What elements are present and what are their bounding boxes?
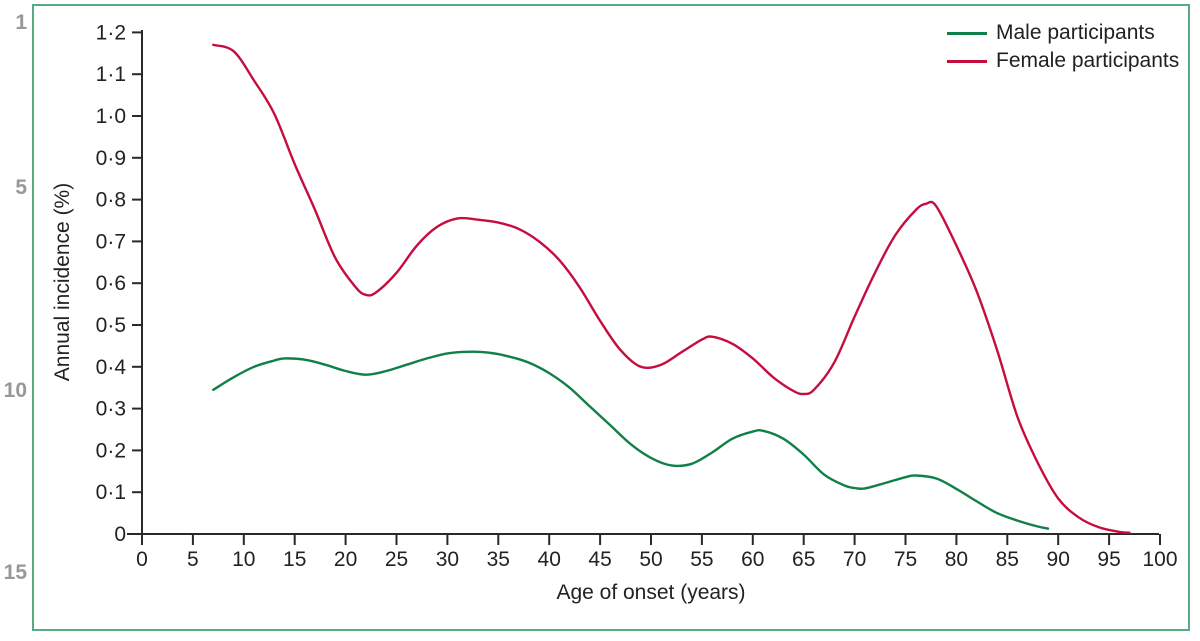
y-tick-label-3: 0·3 [96,398,126,421]
proof-line-number: 5 [15,176,27,199]
x-tick-label-10: 50 [639,548,662,571]
legend-label-male: Male participants [996,21,1155,44]
female-line-swatch [947,59,987,63]
proof-line-number: 1 [15,11,27,34]
y-tick-label-5: 0·5 [96,314,126,337]
legend-item-male: Male participants [947,19,1179,47]
x-tick-label-9: 45 [588,548,611,571]
y-axis-title: Annual incidence (%) [51,183,74,381]
x-tick-label-3: 15 [283,548,306,571]
x-tick-label-5: 25 [385,548,408,571]
x-tick-label-2: 10 [232,548,255,571]
y-tick-label-4: 0·4 [96,356,127,379]
y-tick-label-12: 1·2 [96,21,126,44]
x-tick-label-17: 85 [996,548,1019,571]
x-tick-label-0: 0 [136,548,148,571]
legend-label-female: Female participants [996,49,1180,72]
x-axis-title: Age of onset (years) [556,581,745,604]
y-tick-label-0: 0 [114,523,126,546]
y-tick-label-6: 0·6 [96,272,126,295]
x-tick-label-8: 40 [538,548,561,571]
x-tick-label-13: 65 [792,548,815,571]
proof-line-number: 10 [3,379,27,402]
x-tick-label-16: 80 [945,548,968,571]
male-line-swatch [947,31,987,35]
x-tick-label-11: 55 [690,548,713,571]
y-tick-label-7: 0·7 [96,230,126,253]
x-tick-label-4: 20 [334,548,357,571]
y-tick-label-1: 0·1 [96,481,126,504]
x-tick-label-15: 75 [894,548,917,571]
y-tick-label-10: 1·0 [96,105,126,128]
x-tick-label-14: 70 [843,548,866,571]
x-tick-label-12: 60 [741,548,764,571]
series-line-male-participants [212,350,1050,530]
x-tick-label-1: 5 [187,548,199,571]
x-tick-label-18: 90 [1047,548,1070,571]
x-tick-label-20: 100 [1142,548,1177,571]
y-tick-label-9: 0·9 [96,147,126,170]
proof-line-number: 15 [3,561,27,584]
x-tick-label-7: 35 [487,548,510,571]
chart-legend: Male participants Female participants [947,19,1179,75]
x-tick-label-6: 30 [436,548,459,571]
y-tick-label-11: 1·1 [96,63,126,86]
figure-panel [32,4,1190,631]
x-tick-label-19: 95 [1097,548,1120,571]
y-tick-label-8: 0·8 [96,189,126,212]
series-line-female-participants [212,43,1131,534]
y-tick-label-2: 0·2 [96,439,126,462]
legend-item-female: Female participants [947,47,1179,75]
